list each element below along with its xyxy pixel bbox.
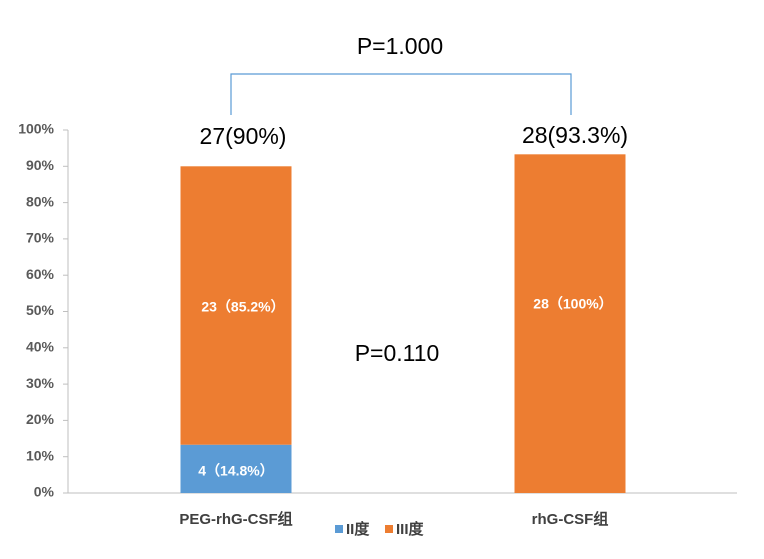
y-tick-label: 90% [26,157,55,173]
y-tick-label: 30% [26,375,55,391]
annotation: P=0.110 [355,340,440,366]
y-tick-label: 80% [26,193,55,209]
bar-segment [180,166,292,445]
x-tick-label: rhG-CSF组 [532,510,609,528]
legend-label: III度 [396,520,425,538]
y-tick-label: 0% [34,484,55,500]
y-tick-label: 60% [26,266,55,282]
y-tick-label: 100% [18,121,54,137]
annotation: 27(90%) [200,123,287,149]
annotation: 28(93.3%) [522,122,628,148]
legend-swatch [385,525,393,533]
bar-segment [180,444,292,493]
x-tick-label: PEG-rhG-CSF组 [179,510,292,528]
legend-swatch [335,525,343,533]
bar-segment [514,154,626,494]
y-tick-label: 20% [26,411,55,427]
y-tick-label: 50% [26,302,55,318]
annotation: 28（100%） [533,296,612,312]
annotation: 4（14.8%） [198,463,273,479]
legend-label: II度 [346,520,370,538]
bracket [230,73,572,115]
y-tick-label: 70% [26,230,55,246]
y-tick-label: 40% [26,339,55,355]
annotation: 23（85.2%） [201,299,284,315]
y-tick-label: 10% [26,447,55,463]
annotation: P=1.000 [357,33,443,59]
